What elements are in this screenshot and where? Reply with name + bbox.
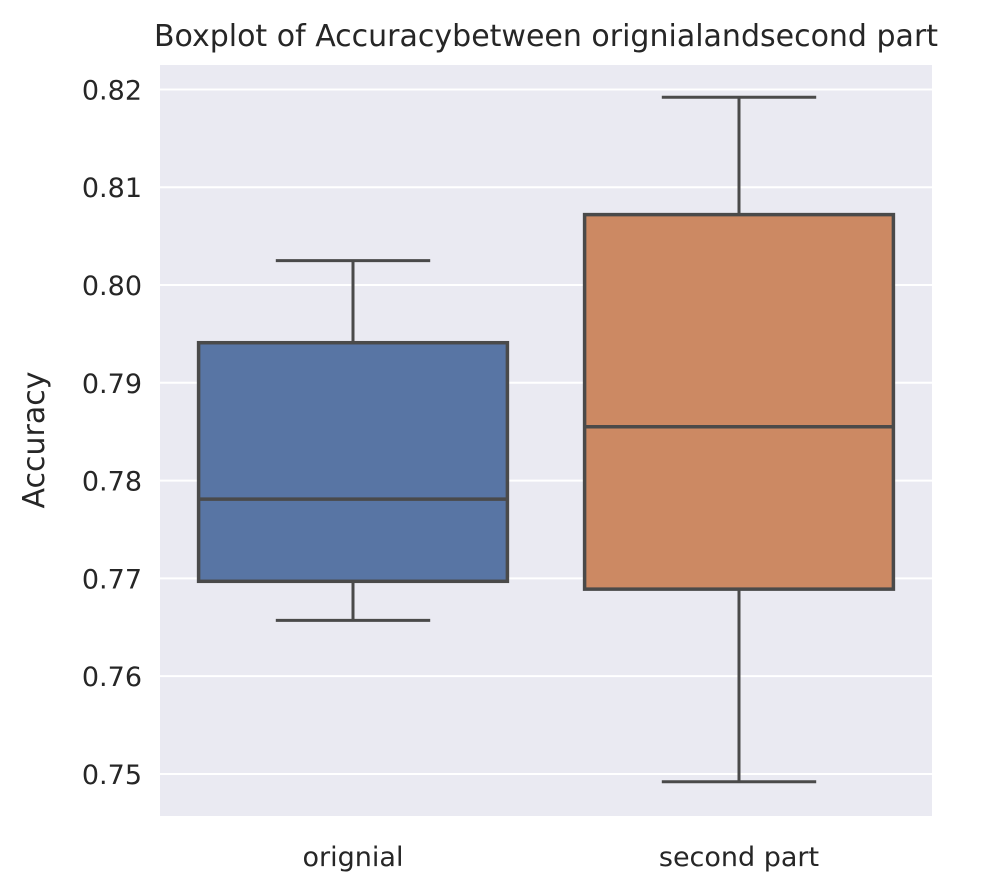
x-tick-labels: orignial second part bbox=[303, 842, 820, 873]
y-tick-label: 0.77 bbox=[82, 564, 142, 595]
y-tick-labels: 0.75 0.76 0.77 0.78 0.79 0.80 0.81 0.82 bbox=[82, 75, 142, 791]
boxes bbox=[196, 95, 896, 784]
y-tick-label: 0.80 bbox=[82, 271, 142, 302]
y-tick-label: 0.82 bbox=[82, 75, 142, 106]
box-second-part bbox=[582, 95, 896, 784]
y-tick-label: 0.76 bbox=[82, 662, 142, 693]
box-body bbox=[582, 212, 896, 591]
y-tick-label: 0.78 bbox=[82, 467, 142, 498]
x-tick-label: orignial bbox=[303, 842, 404, 873]
x-tick-label: second part bbox=[659, 842, 819, 873]
box-orignial bbox=[196, 259, 510, 622]
box-body bbox=[196, 340, 510, 584]
y-axis-label: Accuracy bbox=[17, 372, 52, 509]
y-tick-label: 0.75 bbox=[82, 760, 142, 791]
y-tick-label: 0.79 bbox=[82, 369, 142, 400]
y-tick-label: 0.81 bbox=[82, 173, 142, 204]
chart-title: Boxplot of Accuracybetween orignialandse… bbox=[154, 19, 938, 54]
